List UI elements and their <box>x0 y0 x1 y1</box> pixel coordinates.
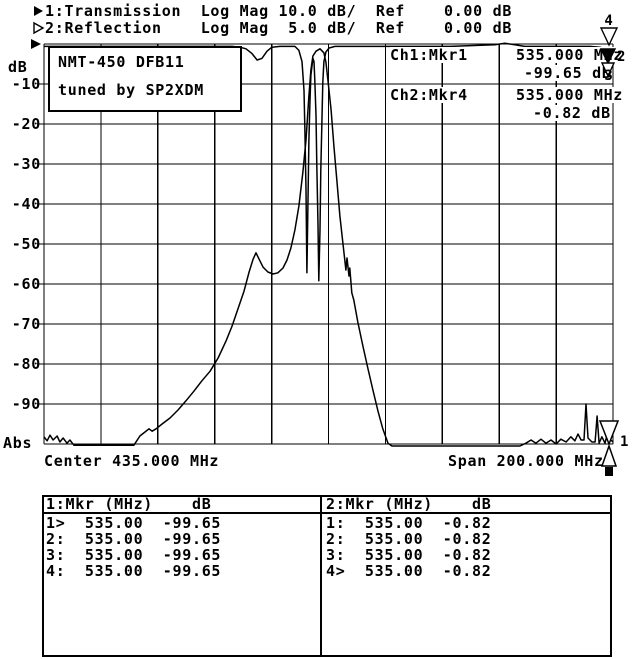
ch1-marker-level: -99.65 dB <box>524 64 612 82</box>
y-tick-label: -70 <box>11 315 41 333</box>
ch1-marker-table-header: 1:Mkr (MHz) dB <box>44 497 320 514</box>
marker-table-row: 3: 535.00 -99.65 <box>46 546 222 564</box>
y-tick-label: -50 <box>11 235 41 253</box>
marker-table-row: 1> 535.00 -99.65 <box>46 514 222 532</box>
svg-text:1: 1 <box>620 434 629 450</box>
center-frequency-label: Center 435.000 MHz <box>44 452 220 470</box>
span-label: Span 200.000 MHz <box>448 452 604 470</box>
device-label-line1: NMT-450 DFB11 <box>58 53 185 71</box>
ch1-marker-table-rows: 1> 535.00 -99.65 2: 535.00 -99.65 3: 535.0… <box>44 514 320 579</box>
trace2-triangle-icon <box>33 21 45 35</box>
marker-table-row: 3: 535.00 -0.82 <box>326 546 492 564</box>
trace1-active-triangle-icon <box>34 6 43 16</box>
ch2-marker-table-rows: 1: 535.00 -0.82 2: 535.00 -0.82 3: 535.00 … <box>322 514 610 579</box>
marker-table-row: 2: 535.00 -0.82 <box>326 530 492 548</box>
marker-table-row: 4: 535.00 -99.65 <box>46 562 222 580</box>
device-label-box: NMT-450 DFB11 tuned by SP2XDM <box>48 46 242 112</box>
marker-table-row: 4> 535.00 -0.82 <box>326 562 492 580</box>
y-tick-label: -30 <box>11 155 41 173</box>
trace2-header: 2:Reflection Log Mag 5.0 dB/ Ref 0.00 dB <box>45 19 513 37</box>
y-tick-label: -40 <box>11 195 41 213</box>
device-label-line2: tuned by SP2XDM <box>58 81 204 99</box>
ch2-marker-name: Ch2:Mkr4 <box>390 86 468 104</box>
ch2-marker-table-header: 2:Mkr (MHz) dB <box>322 497 610 514</box>
marker-tables: 1:Mkr (MHz) dB 1> 535.00 -99.65 2: 535.00… <box>42 495 612 657</box>
marker-table-row: 1: 535.00 -0.82 <box>326 514 492 532</box>
ch2-marker-level: -0.82 dB <box>533 104 611 122</box>
y-axis-unit: dB <box>8 58 28 76</box>
edge-marker-square-icon <box>605 467 613 476</box>
ch1-marker-table: 1:Mkr (MHz) dB 1> 535.00 -99.65 2: 535.00… <box>44 497 320 655</box>
svg-text:4: 4 <box>604 13 613 29</box>
edge-marker-4-icon: 4 <box>599 13 619 47</box>
ch1-marker-freq: 535.000 MHz <box>516 46 624 64</box>
y-axis-bottom-label: Abs <box>3 434 33 452</box>
y-tick-label: -60 <box>11 275 41 293</box>
y-tick-label: -90 <box>11 395 41 413</box>
ref-position-icon <box>31 39 41 49</box>
trace1-header: 1:Transmission Log Mag 10.0 dB/ Ref 0.00… <box>45 2 513 20</box>
y-tick-label: -10 <box>11 75 41 93</box>
ch1-marker-name: Ch1:Mkr1 <box>390 46 468 64</box>
edge-marker-up-triangle-icon <box>600 443 618 467</box>
edge-marker-1-icon: 1 <box>598 420 629 476</box>
ch2-marker-freq: 535.000 MHz <box>516 86 624 104</box>
ch2-marker-table: 2:Mkr (MHz) dB 1: 535.00 -0.82 2: 535.00 … <box>320 497 610 655</box>
marker-table-row: 2: 535.00 -99.65 <box>46 530 222 548</box>
y-tick-label: -80 <box>11 355 41 373</box>
y-tick-label: -20 <box>11 115 41 133</box>
